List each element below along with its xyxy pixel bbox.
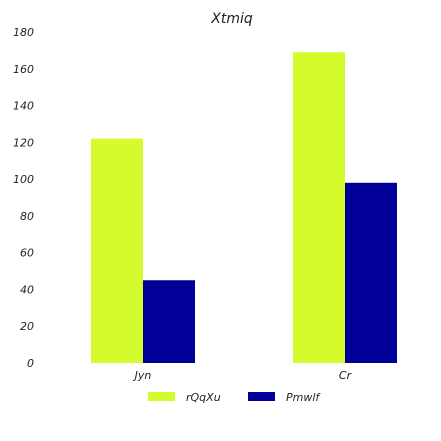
y-tick-label: 160 (13, 63, 34, 76)
bar-rQqXu-Cr (293, 52, 345, 363)
y-tick-label: 20 (20, 320, 34, 333)
legend: rQqXu Pmwlf (148, 391, 321, 404)
y-tick-label: 40 (20, 283, 34, 296)
bar-Pmwlf-Cr (345, 182, 397, 363)
bar-Pmwlf-Jyn (143, 280, 195, 363)
y-tick-label: 120 (13, 136, 34, 149)
y-tick-label: 80 (20, 210, 34, 223)
x-tick-label: Jyn (133, 369, 152, 382)
y-axis-ticks: 0 20 40 60 80 100 120 140 160 180 (13, 26, 34, 370)
chart-title: Xtmiq (210, 11, 253, 27)
x-tick-label: Cr (339, 369, 353, 382)
bars (91, 52, 397, 363)
y-tick-label: 140 (13, 100, 34, 113)
legend-label: Pmwlf (286, 391, 321, 404)
legend-swatch-Pmwlf (248, 392, 275, 401)
y-tick-label: 100 (13, 173, 34, 186)
legend-swatch-rQqXu (148, 392, 175, 401)
y-tick-label: 0 (27, 357, 34, 370)
y-tick-label: 180 (13, 26, 34, 39)
bar-rQqXu-Jyn (91, 138, 143, 363)
y-tick-label: 60 (20, 247, 34, 260)
x-axis-ticks: Jyn Cr (133, 369, 353, 382)
legend-label: rQqXu (186, 391, 221, 404)
